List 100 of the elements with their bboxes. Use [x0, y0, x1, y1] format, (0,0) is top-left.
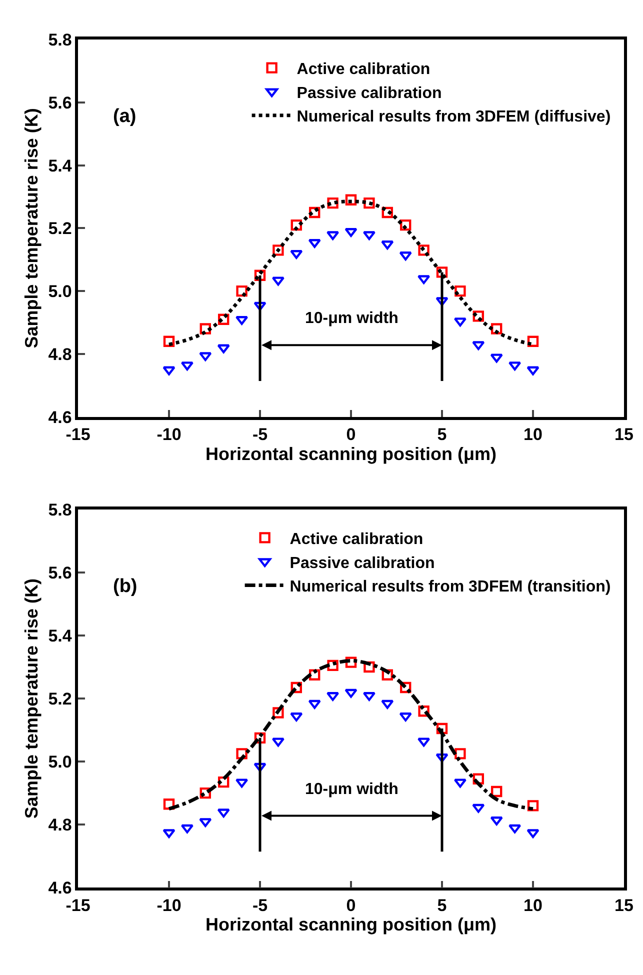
annotation: 10-μm width	[305, 310, 398, 327]
x-tick-label: 5	[437, 896, 447, 915]
point	[254, 762, 266, 772]
y-tick-label: 5.4	[48, 626, 72, 646]
point	[327, 660, 338, 672]
y-tick-label: 5.0	[48, 752, 72, 772]
point	[200, 787, 211, 799]
y-tick-label: 5.2	[48, 689, 72, 708]
point	[418, 706, 430, 717]
point	[527, 336, 539, 347]
point	[491, 786, 502, 798]
point	[163, 336, 175, 347]
y-tick-label: 5.4	[48, 156, 72, 176]
x-tick-label: 0	[346, 896, 356, 915]
point	[454, 778, 466, 788]
point	[472, 310, 484, 322]
point	[254, 732, 266, 744]
point	[254, 270, 266, 281]
point	[381, 700, 394, 709]
point	[290, 250, 303, 259]
x-axis-title: Horizontal scanning position (μm)	[205, 444, 497, 464]
y-axis-title: Sample temperature rise (K)	[21, 108, 42, 348]
point	[418, 275, 430, 284]
y-tick-label: 4.6	[48, 408, 72, 427]
point	[526, 366, 540, 376]
x-tick-label: 10	[524, 896, 542, 915]
x-axis-title: Horizontal scanning position (μm)	[205, 914, 497, 935]
point	[436, 722, 448, 734]
x-tick-label: -5	[252, 424, 268, 444]
y-tick-label: 5.2	[48, 219, 72, 238]
point	[290, 219, 302, 231]
point	[508, 362, 522, 371]
point	[199, 818, 212, 828]
point	[364, 661, 375, 673]
point	[236, 748, 248, 760]
point	[345, 656, 357, 668]
point	[472, 804, 485, 813]
x-tick-label: -10	[156, 424, 182, 444]
point	[180, 362, 194, 371]
point	[382, 206, 393, 218]
point	[436, 753, 448, 762]
point	[400, 219, 412, 231]
legend-label: Passive calibration	[296, 84, 442, 102]
point	[309, 206, 320, 218]
point	[308, 700, 321, 709]
legend-label: Numerical results from 3DFEM (transition)	[290, 578, 611, 596]
point	[326, 231, 340, 240]
point	[472, 773, 484, 784]
legend-label: Numerical results from 3DFEM (diffusive)	[296, 108, 611, 126]
point	[491, 323, 502, 334]
point	[272, 276, 284, 286]
point	[364, 197, 375, 209]
x-tick-label: 10	[524, 424, 542, 444]
y-tick-label: 5.6	[48, 93, 72, 112]
point	[436, 297, 448, 306]
point	[344, 688, 358, 698]
point	[163, 798, 175, 810]
point	[200, 323, 211, 334]
x-tick-label: -10	[156, 896, 182, 915]
y-tick-label: 5.0	[48, 282, 72, 302]
point	[327, 197, 338, 209]
point	[362, 231, 376, 240]
annotation: (a)	[113, 106, 136, 127]
y-tick-label: 5.8	[48, 500, 72, 520]
point	[272, 707, 284, 718]
point	[217, 808, 230, 818]
y-tick-label: 5.6	[48, 563, 72, 582]
point	[454, 748, 466, 760]
legend-label: Passive calibration	[290, 554, 435, 572]
point	[218, 776, 230, 788]
point	[418, 244, 430, 256]
x-tick-label: -5	[252, 896, 268, 915]
point	[436, 266, 448, 278]
x-tick-label: 15	[614, 424, 634, 444]
point	[344, 228, 358, 237]
point	[254, 302, 266, 311]
point	[162, 829, 176, 838]
legend-label: Active calibration	[296, 61, 430, 78]
x-tick-label: 0	[346, 424, 356, 444]
point	[162, 366, 176, 376]
annotation: (b)	[113, 576, 138, 597]
point	[418, 738, 430, 747]
point	[400, 682, 412, 694]
point	[399, 252, 412, 261]
point	[490, 354, 503, 363]
x-tick-label: 5	[437, 424, 447, 444]
point	[526, 829, 540, 838]
point	[527, 800, 539, 812]
point	[218, 314, 230, 325]
y-tick-label: 5.8	[48, 30, 72, 50]
point	[472, 341, 485, 350]
point	[180, 824, 194, 834]
point	[217, 344, 230, 354]
x-tick-label: -15	[66, 896, 90, 915]
point	[381, 240, 394, 250]
point	[272, 738, 284, 747]
point	[308, 238, 321, 248]
y-tick-label: 4.6	[48, 878, 72, 898]
x-tick-label: 15	[614, 896, 634, 915]
legend-label: Active calibration	[290, 530, 424, 548]
